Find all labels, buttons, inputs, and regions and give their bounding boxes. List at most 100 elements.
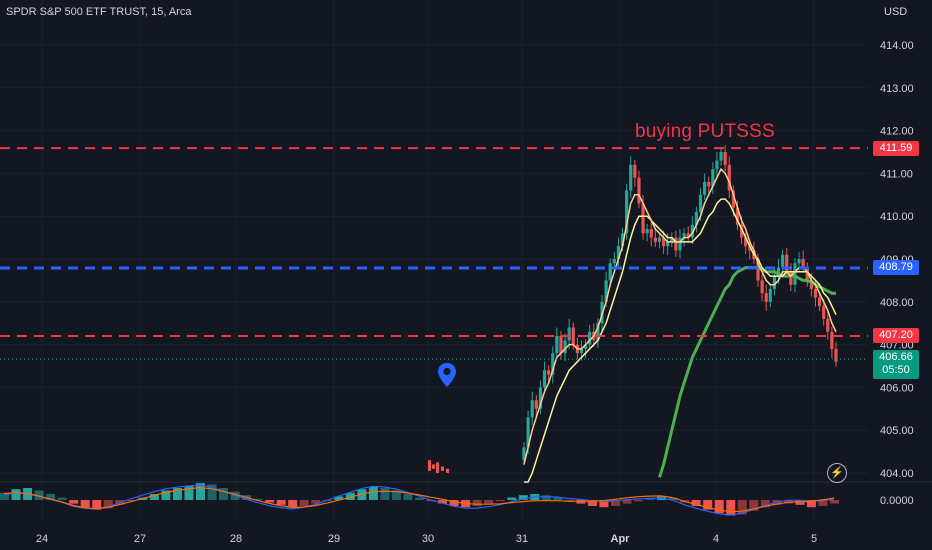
macd-histogram-bar bbox=[749, 500, 759, 511]
y-tick-label: 405.00 bbox=[880, 425, 914, 437]
y-tick-label: 406.00 bbox=[880, 382, 914, 394]
macd-histogram-bar bbox=[80, 500, 90, 508]
candle-body bbox=[432, 464, 435, 469]
macd-histogram-bar bbox=[311, 500, 321, 504]
y-tick-label: 414.00 bbox=[880, 40, 914, 52]
candle-body bbox=[776, 267, 781, 277]
price-tag-bottom-red: 407.20 bbox=[873, 328, 919, 343]
candle-body bbox=[526, 417, 530, 448]
candle-body bbox=[686, 233, 690, 238]
candle-body bbox=[719, 152, 723, 161]
ma-fast-line bbox=[523, 167, 837, 465]
macd-histogram-bar bbox=[438, 500, 448, 504]
macd-histogram-bar bbox=[126, 500, 136, 502]
x-tick-label: 24 bbox=[36, 533, 48, 545]
macd-histogram-bar bbox=[46, 494, 56, 500]
currency-label[interactable]: USD bbox=[884, 6, 908, 18]
candle-body bbox=[446, 468, 449, 473]
candle-body bbox=[715, 160, 719, 170]
map-pin-icon[interactable] bbox=[437, 362, 457, 388]
macd-histogram-bar bbox=[495, 500, 505, 502]
macd-histogram-bar bbox=[472, 500, 482, 506]
countdown-label: 05:50 bbox=[882, 364, 910, 376]
signal-line bbox=[3, 486, 835, 513]
candle-body bbox=[727, 164, 731, 191]
x-tick-label: 5 bbox=[811, 533, 817, 545]
candle-body bbox=[428, 460, 431, 471]
macd-histogram-bar bbox=[449, 500, 459, 506]
macd-histogram-bar bbox=[195, 483, 205, 500]
y-tick-label: 412.00 bbox=[880, 126, 914, 138]
y-tick-label: 413.00 bbox=[880, 83, 914, 95]
lightning-icon[interactable]: ⚡ bbox=[827, 463, 847, 483]
macd-histogram-bar bbox=[795, 500, 805, 505]
candle-body bbox=[760, 280, 764, 294]
x-tick-label: 29 bbox=[328, 533, 340, 545]
candle-body bbox=[703, 181, 707, 195]
candle-body bbox=[547, 370, 551, 375]
macd-histogram-bar bbox=[34, 490, 44, 500]
macd-histogram-bar bbox=[737, 500, 747, 515]
candle-body bbox=[596, 323, 600, 341]
candle-body bbox=[793, 263, 797, 285]
candle-body bbox=[690, 224, 694, 238]
candle-body bbox=[772, 276, 777, 289]
macd-histogram-bar bbox=[276, 500, 286, 505]
macd-histogram-bar bbox=[599, 500, 609, 508]
candle-body bbox=[830, 331, 834, 349]
macd-histogram-bar bbox=[380, 488, 390, 500]
macd-histogram-bar bbox=[0, 492, 9, 500]
macd-histogram-bar bbox=[726, 500, 736, 516]
candle-body bbox=[657, 237, 662, 242]
macd-histogram-bar bbox=[610, 500, 620, 506]
macd-histogram-bar bbox=[714, 500, 724, 514]
symbol-title[interactable]: SPDR S&P 500 ETF TRUST, 15, Arca bbox=[6, 6, 192, 18]
text-annotation[interactable]: buying PUTSSS bbox=[635, 121, 775, 142]
candle-body bbox=[826, 318, 830, 332]
candle-body bbox=[608, 263, 612, 281]
macd-histogram-bar bbox=[207, 484, 217, 500]
candle-body bbox=[834, 348, 838, 362]
candle-body bbox=[666, 241, 670, 247]
macd-histogram-bar bbox=[634, 500, 644, 502]
macd-histogram-bar bbox=[668, 497, 678, 500]
macd-histogram-bar bbox=[403, 494, 413, 500]
candle-body bbox=[441, 466, 444, 471]
candle-body bbox=[739, 224, 744, 238]
macd-histogram-bar bbox=[265, 500, 275, 503]
y-tick-label: 410.00 bbox=[880, 211, 914, 223]
candle-body bbox=[735, 207, 740, 225]
y-tick-label: 408.00 bbox=[880, 297, 914, 309]
macd-histogram-bar bbox=[288, 500, 298, 508]
candle-body bbox=[797, 259, 801, 264]
macd-histogram-bar bbox=[149, 494, 159, 500]
macd-histogram-bar bbox=[391, 490, 401, 500]
macd-histogram-bar bbox=[345, 492, 355, 500]
macd-histogram-bar bbox=[368, 486, 378, 500]
candle-body bbox=[805, 267, 809, 281]
candle-body bbox=[530, 400, 534, 418]
candle-body bbox=[588, 331, 592, 345]
y-tick-label: 404.00 bbox=[880, 468, 914, 480]
macd-histogram-bar bbox=[830, 500, 839, 504]
candle-body bbox=[571, 327, 575, 345]
candle-body bbox=[653, 237, 657, 242]
x-tick-label: Apr bbox=[611, 533, 631, 545]
candle-body bbox=[723, 152, 727, 165]
last-price-box: 406.66 05:50 bbox=[873, 350, 919, 379]
candle-body bbox=[756, 259, 760, 281]
candle-body bbox=[744, 237, 748, 247]
macd-histogram-bar bbox=[553, 497, 563, 500]
candle-body bbox=[649, 229, 653, 238]
macd-histogram-bar bbox=[518, 495, 528, 500]
macd-histogram-bar bbox=[57, 497, 67, 500]
candle-body bbox=[698, 194, 703, 212]
macd-histogram-bar bbox=[103, 500, 113, 509]
price-tag-blue: 408.79 bbox=[873, 260, 919, 275]
ma-slow-line bbox=[658, 266, 836, 478]
candle-body bbox=[583, 344, 588, 349]
candle-body bbox=[822, 306, 826, 319]
x-tick-label: 27 bbox=[134, 533, 146, 545]
